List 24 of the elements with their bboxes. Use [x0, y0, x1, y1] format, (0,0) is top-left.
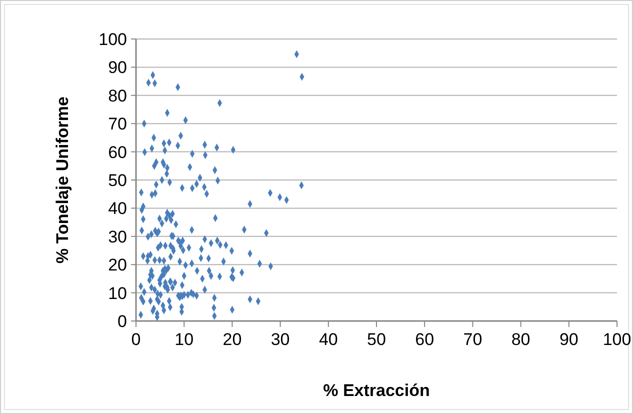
y-tick-label: 90 [108, 58, 127, 78]
y-axis-title: % Tonelaje Uniforme [53, 96, 72, 264]
x-axis-title: % Extracción [323, 381, 430, 400]
y-tick-label: 10 [108, 284, 127, 303]
x-tick-label: 100 [602, 330, 632, 349]
y-tick-label: 40 [108, 199, 127, 218]
x-tick-label: 70 [463, 330, 482, 349]
y-tick-label: 50 [108, 170, 127, 190]
x-tick-label: 90 [559, 330, 578, 349]
y-tick-label: 60 [108, 142, 127, 162]
x-tick-label: 50 [367, 330, 386, 349]
y-tick-label: 0 [118, 312, 127, 331]
x-tick-label: 10 [174, 330, 194, 349]
x-tick-label: 80 [511, 330, 530, 349]
y-tick-label: 70 [108, 114, 127, 134]
y-tick-label: 20 [108, 256, 127, 275]
x-tick-label: 0 [131, 330, 141, 349]
y-tick-label: 100 [98, 30, 127, 49]
y-tick-label: 80 [108, 86, 127, 106]
x-tick-label: 30 [270, 330, 290, 349]
x-tick-label: 40 [318, 330, 338, 349]
x-tick-label: 20 [222, 330, 242, 349]
y-tick-label: 30 [108, 227, 127, 246]
x-tick-label: 60 [415, 330, 434, 349]
